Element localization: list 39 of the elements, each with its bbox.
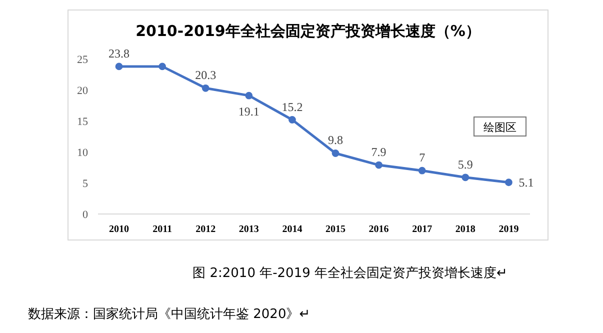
point <box>418 166 426 174</box>
x-tick-label: 2016 <box>368 224 389 235</box>
x-tick-label: 2015 <box>326 224 346 235</box>
x-tick-label: 2012 <box>196 224 216 235</box>
x-tick-label: 2011 <box>152 224 172 235</box>
x-tick-label: 2014 <box>282 224 302 235</box>
point <box>462 174 470 182</box>
x-tick-label: 2018 <box>455 224 476 235</box>
x-tick-label: 2010 <box>109 224 129 235</box>
point <box>332 150 340 157</box>
point <box>115 62 123 70</box>
point <box>288 116 296 124</box>
data-label: 23.8 <box>108 46 130 60</box>
point <box>158 62 166 70</box>
y-tick-label: 10 <box>77 147 88 159</box>
annotation: 绘图区 <box>484 121 516 134</box>
x-tick-label: 2013 <box>238 224 259 235</box>
data-label: 7 <box>419 150 426 165</box>
y-tick-label: 20 <box>77 85 88 97</box>
point <box>202 84 210 92</box>
y-tick-label: 25 <box>77 54 88 66</box>
point <box>245 92 253 100</box>
y-tick-label: 15 <box>77 116 88 128</box>
source-note: 数据来源：国家统计局《中国统计年鉴 2020》↵ <box>28 306 310 322</box>
data-label: 19.1 <box>238 104 260 119</box>
data-label: 9.8 <box>328 133 343 148</box>
point <box>375 161 382 169</box>
y-tick-label: 0 <box>82 209 88 221</box>
point <box>505 178 512 186</box>
chart-title: 2010-2019年全社会固定资产投资增长速度（%） <box>136 22 480 40</box>
data-label: 20.3 <box>195 68 216 82</box>
y-tick-label: 5 <box>82 178 88 190</box>
caption: 图 2:2010 年-2019 年全社会固定资产投资增长速度↵ <box>192 265 508 281</box>
data-label: 7.9 <box>371 145 386 160</box>
x-tick-label: 2019 <box>498 224 519 235</box>
data-label: 15.2 <box>282 100 303 114</box>
data-label: 5.9 <box>458 157 473 172</box>
data-label: 5.1 <box>518 175 534 190</box>
x-tick-label: 2017 <box>412 224 432 235</box>
